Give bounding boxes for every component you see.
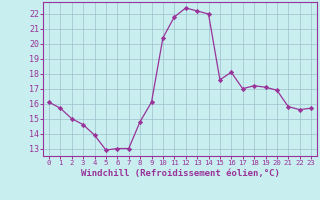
- X-axis label: Windchill (Refroidissement éolien,°C): Windchill (Refroidissement éolien,°C): [81, 169, 279, 178]
